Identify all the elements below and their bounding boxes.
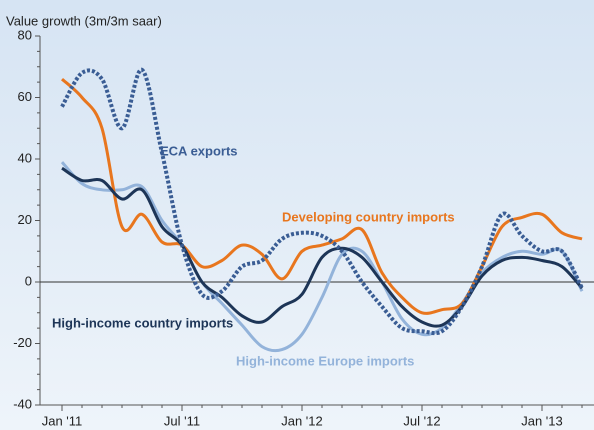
x-tick-label: Jan '13 <box>521 413 563 428</box>
x-tick-label: Jul '11 <box>164 413 200 428</box>
y-tick-label: 60 <box>18 89 32 104</box>
series-line <box>60 161 584 353</box>
y-tick-label: -20 <box>13 335 32 350</box>
y-tick-label: 0 <box>25 273 32 288</box>
series-line <box>60 77 583 315</box>
x-tick-label: Jul '12 <box>403 413 440 428</box>
series-annotation: High-income Europe imports <box>236 353 414 368</box>
series-line <box>60 67 584 336</box>
series-annotation: Developing country imports <box>282 209 455 224</box>
series-annotation: High-income country imports <box>52 315 233 330</box>
x-tick-label: Jan '12 <box>281 413 323 428</box>
chart-title: Value growth (3m/3m saar) <box>6 13 162 28</box>
y-tick-label: 80 <box>18 27 32 42</box>
y-tick-label: -40 <box>13 396 32 411</box>
series-annotation: ECA exports <box>160 143 238 158</box>
series-line <box>61 166 584 328</box>
x-tick-label: Jan '11 <box>42 413 83 428</box>
y-tick-label: 40 <box>18 150 32 165</box>
y-tick-label: 20 <box>18 212 32 227</box>
